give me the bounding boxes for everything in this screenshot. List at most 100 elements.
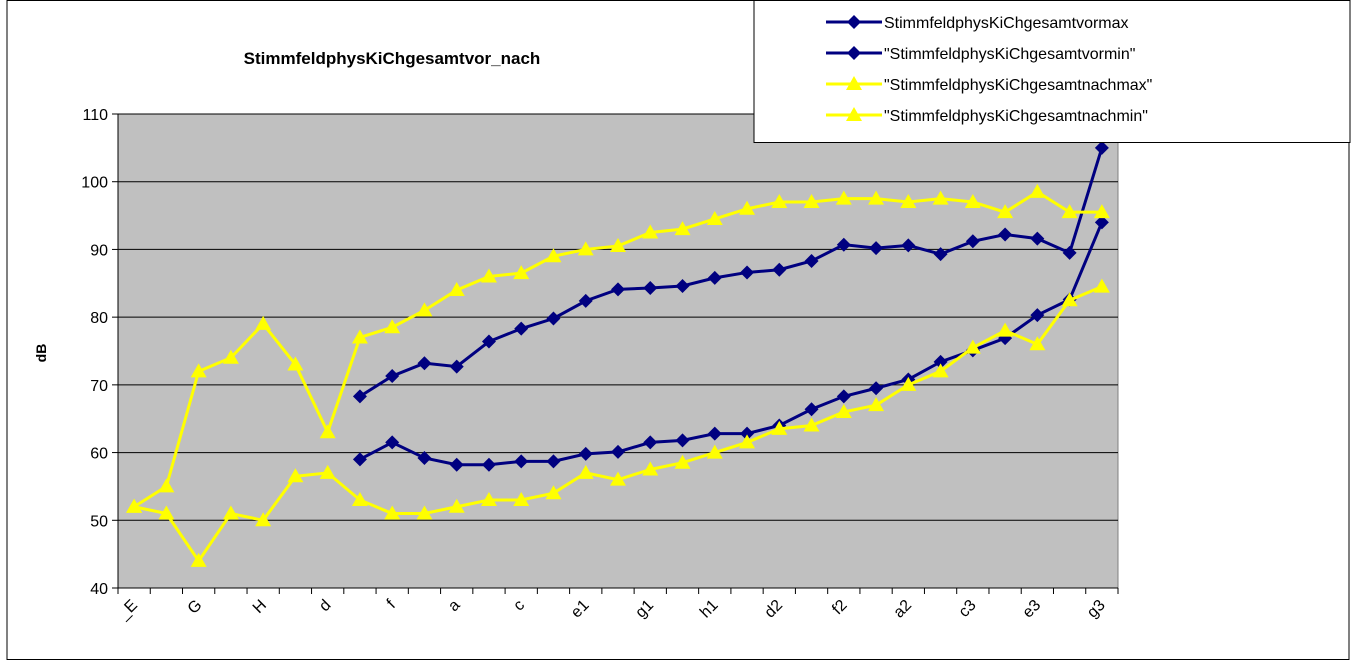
point	[417, 356, 432, 371]
point	[190, 552, 207, 567]
point	[319, 464, 336, 479]
point	[803, 194, 820, 209]
point	[997, 204, 1014, 219]
point	[546, 454, 561, 469]
point	[739, 434, 756, 449]
legend-marker	[846, 107, 862, 121]
point	[740, 426, 755, 441]
point	[674, 221, 691, 236]
point	[836, 389, 851, 404]
point	[546, 311, 561, 326]
point	[772, 262, 787, 277]
legend-marker	[846, 76, 862, 90]
point	[643, 435, 658, 450]
point	[1093, 204, 1110, 219]
point	[1061, 292, 1078, 307]
point	[448, 282, 465, 297]
point	[610, 238, 626, 253]
point	[514, 321, 529, 336]
point	[319, 424, 336, 439]
point	[449, 457, 464, 472]
point	[1061, 204, 1078, 219]
point	[771, 420, 788, 435]
point	[190, 363, 207, 378]
point	[933, 354, 948, 369]
point	[351, 491, 368, 506]
point	[1094, 215, 1109, 230]
y-tick-label: 90	[90, 242, 108, 259]
point	[352, 389, 367, 404]
point	[643, 281, 658, 296]
point	[868, 190, 885, 205]
chart-title: StimmfeldphysKiChgesamtvor_nach	[244, 49, 541, 68]
point	[384, 505, 401, 520]
point	[577, 464, 594, 479]
point	[158, 478, 175, 493]
point	[545, 248, 562, 263]
point	[869, 241, 884, 256]
point	[481, 334, 496, 349]
point	[674, 454, 691, 469]
point	[642, 461, 659, 476]
point	[835, 403, 852, 418]
legend-label: StimmfeldphysKiChgesamtvormax	[884, 15, 1129, 32]
point	[1029, 336, 1046, 351]
point	[675, 433, 690, 448]
point	[385, 369, 400, 384]
point	[513, 491, 530, 506]
point	[158, 505, 175, 520]
point	[835, 190, 852, 205]
point	[448, 498, 465, 513]
point	[740, 265, 755, 280]
point	[611, 282, 625, 297]
point	[222, 349, 239, 364]
point	[1030, 231, 1045, 246]
point	[965, 234, 980, 249]
point	[417, 450, 432, 465]
point	[514, 454, 529, 469]
legend-marker	[847, 15, 861, 29]
point	[964, 339, 981, 354]
y-tick-label: 40	[90, 581, 108, 598]
point	[803, 417, 820, 432]
legend-marker	[847, 46, 861, 60]
point	[545, 485, 562, 500]
point	[578, 293, 593, 308]
point	[932, 363, 949, 378]
point	[868, 397, 885, 412]
point	[416, 302, 433, 317]
point	[869, 381, 884, 396]
legend-label: "StimmfeldphysKiChgesamtnachmax"	[884, 77, 1152, 94]
point	[611, 444, 625, 459]
point	[287, 468, 304, 483]
legend-label: "StimmfeldphysKiChgesamtvormin"	[884, 46, 1135, 63]
point	[932, 190, 949, 205]
point	[352, 452, 367, 467]
point	[222, 505, 239, 520]
point	[577, 241, 594, 256]
point	[804, 402, 819, 417]
point	[933, 247, 948, 262]
point	[481, 457, 496, 472]
point	[578, 446, 593, 461]
point	[385, 435, 400, 450]
y-tick-label: 110	[82, 107, 108, 124]
point	[480, 491, 497, 506]
point	[1093, 278, 1110, 293]
point	[1094, 140, 1109, 155]
point	[1062, 245, 1077, 260]
legend-label: "StimmfeldphysKiChgesamtnachmin"	[884, 108, 1148, 125]
y-tick-label: 60	[90, 446, 108, 463]
point	[287, 356, 304, 371]
point	[836, 237, 851, 252]
y-tick-label: 100	[81, 175, 108, 192]
y-axis-label: dB	[33, 344, 49, 363]
point	[707, 426, 722, 441]
point	[351, 329, 368, 344]
y-tick-label: 70	[90, 378, 108, 395]
point	[804, 253, 819, 268]
point	[1029, 183, 1046, 198]
point	[707, 270, 722, 285]
point	[997, 322, 1014, 337]
